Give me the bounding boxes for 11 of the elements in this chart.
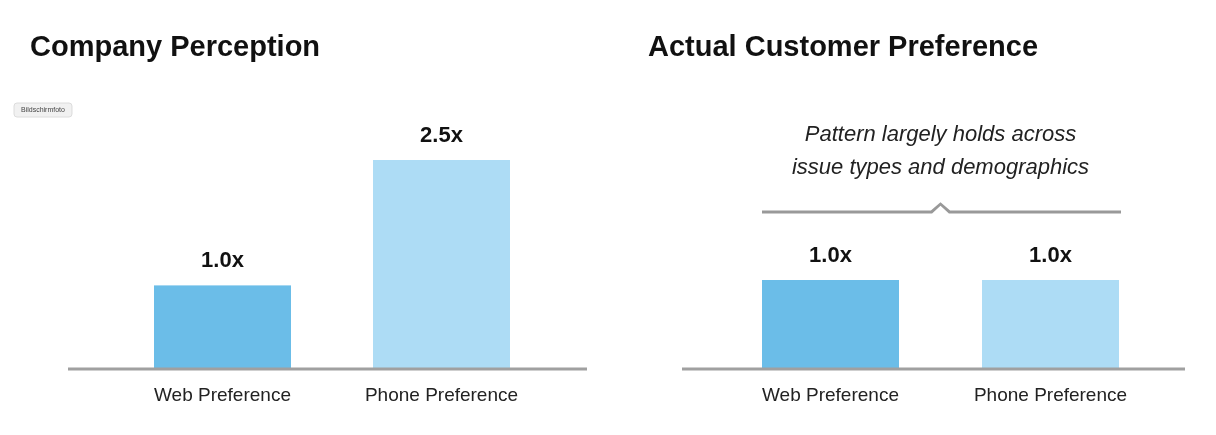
text: Pattern largely holds across issue types and demographics bbox=[791, 121, 1090, 179]
x-tick-label: Web Preference bbox=[154, 384, 291, 405]
data-label: 1.0x bbox=[809, 242, 853, 267]
data-label: 2.5x bbox=[420, 122, 464, 147]
x-tick-label: Web Preference bbox=[762, 384, 899, 405]
x-tick-label: Phone Preference bbox=[973, 384, 1128, 405]
data-label: 1.0x bbox=[1029, 242, 1073, 267]
chart-title: Actual Customer Preference bbox=[648, 30, 1039, 62]
data-label: 1.0x bbox=[201, 247, 245, 273]
x-tick-label: Phone Preference bbox=[364, 384, 519, 405]
chart-title: Company Perception bbox=[30, 30, 321, 62]
